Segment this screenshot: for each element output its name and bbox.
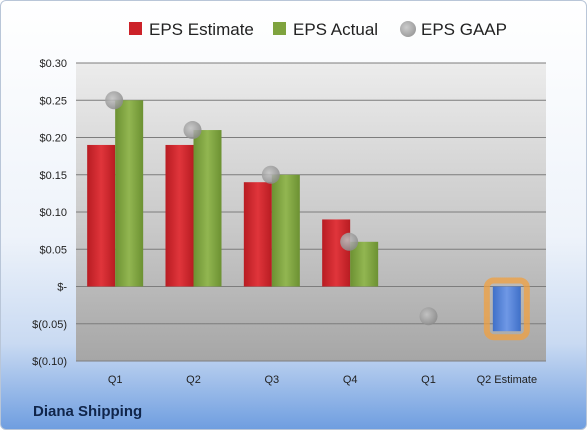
- bar-eps-actual: [350, 241, 379, 287]
- legend-swatch: [273, 22, 286, 35]
- y-tick-label: $0.15: [39, 170, 67, 182]
- y-tick-label: $0.25: [39, 95, 67, 107]
- y-tick-label: $0.05: [39, 244, 67, 256]
- legend-swatch: [129, 22, 142, 35]
- legend: EPS Estimate EPS Actual EPS GAAP: [129, 20, 507, 39]
- y-tick-label: $-: [57, 282, 67, 294]
- legend-label: EPS Actual: [293, 20, 378, 39]
- bar-eps-actual: [271, 174, 300, 287]
- y-tick-label: $(0.10): [32, 356, 67, 368]
- x-tick-label: Q2 Estimate: [477, 374, 538, 386]
- point-eps-gaap: [105, 91, 124, 110]
- legend-swatch: [400, 21, 416, 37]
- plot-area: $0.30 $0.25 $0.20 $0.15 $0.10 $0.05 $- $(0.05) $…: [32, 58, 546, 386]
- bar-eps-estimate: [87, 144, 116, 287]
- legend-label: EPS GAAP: [421, 20, 507, 39]
- legend-eps-actual: EPS Actual: [273, 20, 378, 39]
- bar-eps-actual: [115, 100, 144, 287]
- y-tick-label: $0.10: [39, 207, 67, 219]
- legend-eps-gaap: EPS GAAP: [400, 20, 507, 39]
- bar-eps-estimate: [243, 182, 272, 287]
- point-eps-gaap: [419, 307, 438, 326]
- bar-eps-actual: [193, 130, 222, 287]
- x-tick-label: Q4: [343, 374, 358, 386]
- point-eps-gaap: [340, 232, 359, 251]
- legend-eps-estimate: EPS Estimate: [129, 20, 254, 39]
- highlight-glow: [483, 277, 530, 341]
- y-tick-label: $0.20: [39, 133, 67, 145]
- point-eps-gaap: [261, 165, 280, 184]
- x-tick-label: Q2: [186, 374, 201, 386]
- x-tick-label: Q1: [421, 374, 436, 386]
- legend-label: EPS Estimate: [149, 20, 254, 39]
- bar-eps-estimate: [165, 144, 194, 287]
- y-tick-label: $(0.05): [32, 319, 67, 331]
- y-tick-label: $0.30: [39, 58, 67, 70]
- bar-eps-estimate: [322, 219, 351, 287]
- x-tick-label: Q1: [108, 374, 123, 386]
- bar-eps-next-estimate: [492, 286, 521, 332]
- point-eps-gaap: [183, 121, 202, 140]
- x-tick-label: Q3: [264, 374, 279, 386]
- company-name: Diana Shipping: [33, 403, 143, 420]
